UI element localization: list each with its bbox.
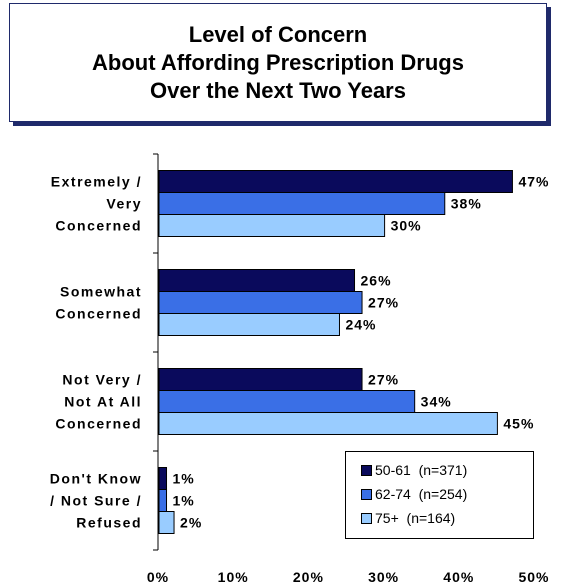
bar: [158, 368, 363, 391]
category-label: / Not Sure /: [50, 493, 142, 509]
legend-label: 62-74: [375, 486, 411, 502]
x-tick-label: 40%: [443, 569, 474, 585]
legend-swatch: [361, 464, 372, 476]
bar: [158, 511, 175, 534]
x-tick-label: 0%: [147, 569, 169, 585]
category-label: Concerned: [55, 218, 142, 234]
bar: [158, 170, 513, 193]
bar: [158, 412, 498, 435]
data-label: 2%: [180, 515, 202, 531]
data-label: 45%: [503, 416, 534, 432]
bar: [158, 313, 340, 336]
bar: [158, 467, 168, 490]
x-tick-label: 50%: [518, 569, 549, 585]
category-label: Concerned: [55, 306, 142, 322]
category-label: Not At All: [64, 394, 142, 410]
bar: [158, 269, 356, 292]
data-label: 26%: [361, 273, 392, 289]
x-tick-label: 10%: [218, 569, 249, 585]
legend-n: (n=254): [418, 486, 468, 502]
legend-label: 50-61: [375, 462, 411, 478]
x-tick-label: 30%: [368, 569, 399, 585]
legend-n: (n=164): [406, 510, 456, 526]
data-label: 24%: [345, 317, 376, 333]
chart-title-line-3: Over the Next Two Years: [150, 77, 406, 103]
legend-item-75-plus: 75+ (n=164): [361, 506, 533, 530]
data-label: 1%: [173, 493, 195, 509]
bar: [158, 291, 363, 314]
data-label: 47%: [518, 174, 549, 190]
data-label: 30%: [391, 218, 422, 234]
legend-swatch: [361, 488, 372, 500]
category-label: Refused: [76, 515, 142, 531]
data-label: 27%: [368, 295, 399, 311]
data-label: 38%: [451, 196, 482, 212]
legend-label: 75+: [375, 510, 399, 526]
x-tick-label: 20%: [293, 569, 324, 585]
data-label: 34%: [421, 394, 452, 410]
category-label: Concerned: [55, 416, 142, 432]
chart-title-line-2: About Affording Prescription Drugs: [92, 49, 464, 75]
legend-item-62-74: 62-74 (n=254): [361, 482, 533, 506]
category-label: Somewhat: [60, 284, 142, 300]
bar: [158, 214, 386, 237]
category-label: Very: [106, 196, 142, 212]
data-label: 27%: [368, 372, 399, 388]
chart-legend: 50-61 (n=371) 62-74 (n=254) 75+ (n=164): [345, 451, 534, 539]
category-label: Extremely /: [51, 174, 142, 190]
category-label: Not Very /: [62, 372, 142, 388]
chart-title-box: Level of Concern About Affording Prescri…: [9, 3, 547, 122]
data-label: 1%: [173, 471, 195, 487]
bar: [158, 390, 416, 413]
legend-n: (n=371): [418, 462, 468, 478]
legend-swatch: [361, 512, 372, 524]
category-label: Don't Know: [50, 471, 142, 487]
chart-title-line-1: Level of Concern: [188, 21, 368, 47]
bar: [158, 489, 168, 512]
bar: [158, 192, 446, 215]
legend-item-50-61: 50-61 (n=371): [361, 458, 533, 482]
